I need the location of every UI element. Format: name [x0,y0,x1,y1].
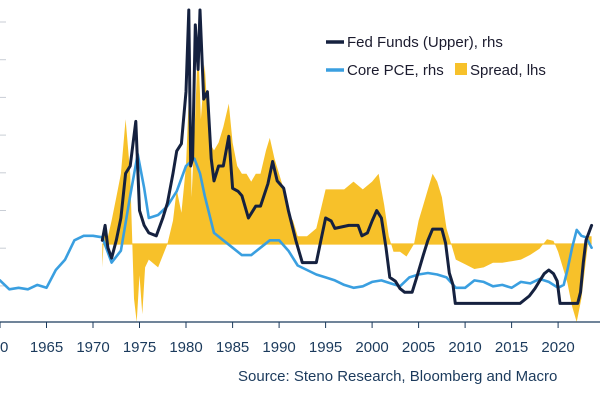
fed-funds-upper-rhs-line [100,8,594,305]
x-tick-label: 2015 [495,339,528,356]
x-axis: 60 1965 1970 1975 1980 1985 1990 1995 2000 2005 20… [0,321,600,356]
x-tick-label: 1980 [169,339,202,356]
legend-swatch-spread [455,63,467,75]
legend-label-core-pce: Core PCE, rhs [347,62,444,79]
x-tick-label: 1995 [309,339,342,356]
x-tick-label: 1970 [76,339,109,356]
legend-label-spread: Spread, lhs [470,62,546,79]
legend-label-fed-funds: Fed Funds (Upper), rhs [347,34,503,51]
x-tick-label: 60 [0,339,8,356]
x-tick-label: 1965 [30,339,63,356]
gridlines [0,21,6,287]
legend: Fed Funds (Upper), rhs Core PCE, rhs Sprea… [326,34,546,79]
x-tick-label: 1990 [262,339,295,356]
core-pce-rhs-line [0,152,593,291]
x-tick-label: 2005 [402,339,435,356]
x-tick-label: 2000 [355,339,388,356]
x-tick-label: 1975 [123,339,156,356]
x-tick-label: 1985 [216,339,249,356]
x-tick-label: 2020 [541,339,574,356]
source-note: Source: Steno Research, Bloomberg and Ma… [238,368,558,385]
spread-area-series [102,41,592,322]
spread-area [102,41,592,322]
x-tick-label: 2010 [448,339,481,356]
line-series-group [0,8,594,305]
